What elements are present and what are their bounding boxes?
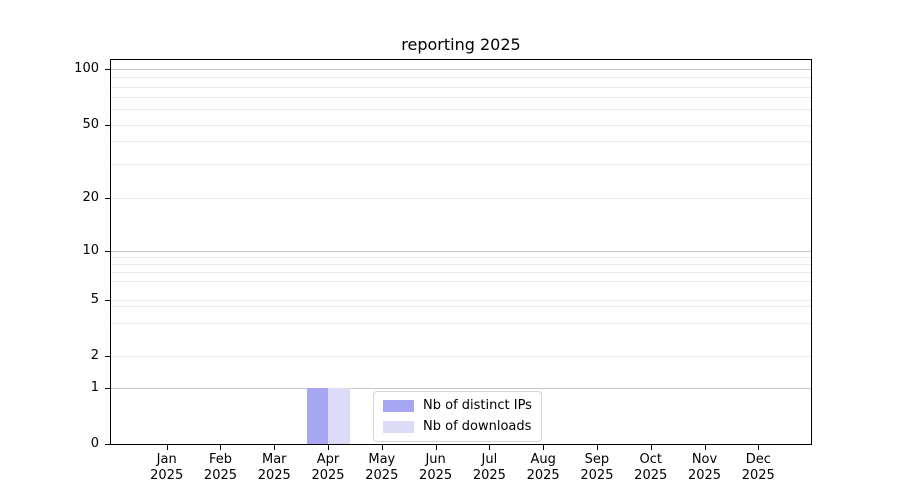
legend-swatch [383,400,414,412]
gridline-minor [111,264,811,266]
gridline-minor [111,164,811,166]
x-tick-label: Mar 2025 [244,452,304,483]
x-tick-label-line: Dec [745,452,771,467]
gridline-major [111,300,811,301]
y-tick-mark [105,69,110,70]
gridline-major [111,388,811,389]
x-tick-label-line: 2025 [257,467,291,483]
x-tick-label: Oct 2025 [621,452,681,483]
gridline-major [111,125,811,126]
x-tick-label-line: 2025 [150,467,184,483]
x-tick-label: Feb 2025 [190,452,250,483]
x-tick-label: Nov 2025 [675,452,735,483]
x-tick-label-line: Sep [584,452,610,467]
plot-area: Nb of distinct IPs Nb of downloads [110,59,812,445]
x-tick-label-line: Mar [261,452,287,467]
y-tick-mark [105,444,110,445]
chart-title: reporting 2025 [401,35,521,54]
gridline-minor [111,305,811,307]
x-tick-mark [381,445,383,450]
x-tick-label-line: Oct [639,452,662,467]
y-tick-label: 0 [90,436,99,451]
x-tick-mark [704,445,706,450]
gridline-major [111,198,811,199]
x-tick-label: Aug 2025 [513,452,573,483]
x-tick-mark [650,445,652,450]
x-tick-mark [489,445,491,450]
x-tick-mark [328,445,330,450]
bar-nb-of-downloads [328,388,350,444]
x-tick-label-line: Feb [208,452,232,467]
x-tick-label-line: 2025 [687,467,722,483]
x-tick-mark [274,445,276,450]
x-tick-label-line: 2025 [580,467,614,483]
x-tick-label: Jun 2025 [406,452,466,483]
legend-item-nb-of-downloads: Nb of downloads [383,419,532,435]
x-tick-label: Jan 2025 [137,452,197,483]
x-tick-mark [435,445,437,450]
y-tick-label: 20 [82,190,99,205]
legend-label: Nb of distinct IPs [423,398,532,413]
y-tick-mark [105,300,110,301]
x-tick-label-line: 2025 [365,467,399,483]
gridline-major [111,69,811,70]
x-tick-mark [220,445,222,450]
x-tick-mark [758,445,760,450]
y-tick-label: 5 [90,292,99,307]
x-tick-label-line: Jan [156,452,177,467]
legend-item-nb-of-distinct-ips: Nb of distinct IPs [383,398,532,414]
x-tick-label-line: 2025 [634,467,668,483]
y-tick-mark [105,198,110,199]
x-tick-label-line: 2025 [203,467,238,483]
y-tick-mark [105,356,110,357]
gridline-minor [111,97,811,99]
y-tick-label: 10 [82,243,99,258]
x-tick-label-line: Jul [481,452,498,467]
gridline-major [111,356,811,357]
x-tick-label: Sep 2025 [567,452,627,483]
x-tick-label: Jul 2025 [459,452,519,483]
x-tick-label-line: 2025 [741,467,775,483]
gridline-minor [111,272,811,274]
gridline-minor [111,281,811,283]
gridline-minor [111,322,811,324]
x-tick-label: Dec 2025 [728,452,788,483]
y-tick-label: 1 [90,380,99,395]
y-tick-label: 100 [74,61,99,76]
gridline-minor [111,86,811,88]
y-tick-label: 2 [90,348,99,363]
y-tick-label: 50 [82,117,99,132]
gridline-minor [111,109,811,111]
x-tick-mark [596,445,598,450]
x-tick-label-line: Aug [530,452,556,467]
y-tick-mark [105,388,110,389]
x-tick-label-line: May [368,452,396,467]
bar-nb-of-distinct-ips [306,388,329,444]
legend-swatch [383,421,414,433]
x-tick-label-line: 2025 [526,467,560,483]
x-tick-label-line: 2025 [419,467,453,483]
x-tick-label-line: Jun [425,452,446,467]
gridline-minor [111,257,811,259]
gridline-minor [111,141,811,143]
x-tick-label: May 2025 [352,452,412,483]
y-tick-mark [105,125,110,126]
x-tick-label-line: Apr [316,452,340,467]
gridline-major [111,251,811,252]
y-tick-mark [105,251,110,252]
x-tick-label-line: 2025 [311,467,345,483]
legend-label: Nb of downloads [423,419,532,434]
x-tick-mark [166,445,168,450]
x-tick-mark [543,445,545,450]
x-tick-label-line: Nov [691,452,718,467]
x-tick-label-line: 2025 [472,467,506,483]
gridline-minor [111,77,811,79]
legend: Nb of distinct IPs Nb of downloads [373,391,542,442]
x-tick-label: Apr 2025 [298,452,358,483]
